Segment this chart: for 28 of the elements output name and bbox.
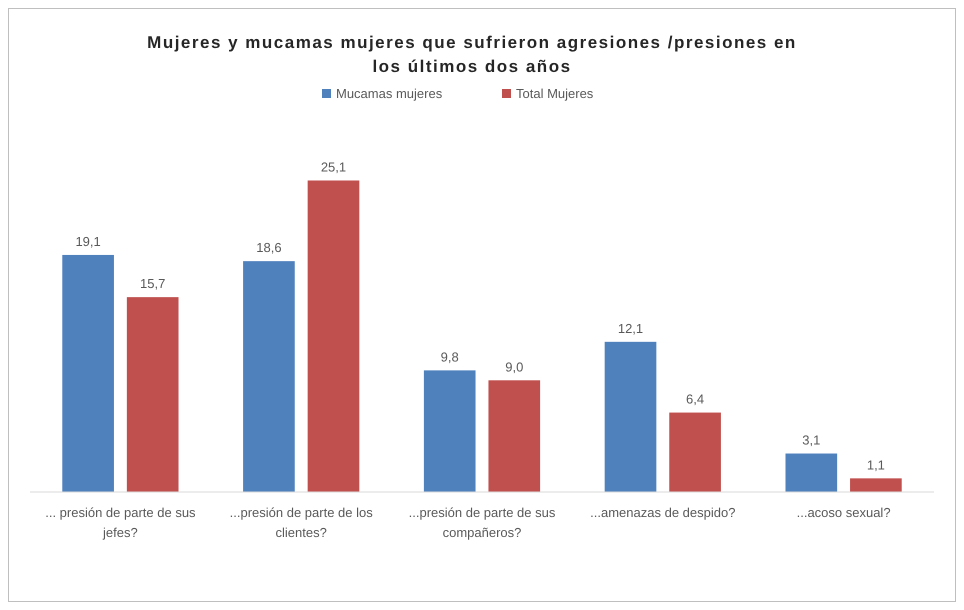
bar <box>62 254 114 492</box>
legend-label: Total Mujeres <box>516 86 594 101</box>
x-tick-label: ... presión de parte de sus jefes? <box>45 505 196 540</box>
bar <box>785 454 838 492</box>
x-tick-label: ...acoso sexual? <box>796 505 891 520</box>
chart-title: Mujeres y mucamas mujeres que sufrieron agresiones /presiones en los últimos dos años <box>147 33 797 76</box>
x-tick-label: ...amenazas de despido? <box>590 505 736 520</box>
bar <box>424 370 476 492</box>
bar <box>126 297 179 492</box>
data-label: 6,4 <box>686 392 704 407</box>
data-label: 1,1 <box>866 457 885 472</box>
data-label: 12,1 <box>618 320 644 336</box>
x-tick-label: ...presión de parte de sus compañeros? <box>408 505 556 540</box>
bar <box>243 261 295 492</box>
data-label: 25,1 <box>320 159 346 174</box>
data-label: 19,1 <box>75 234 101 249</box>
data-label: 18,6 <box>256 240 282 256</box>
bar <box>488 380 540 492</box>
data-label: 3,1 <box>802 432 820 448</box>
legend-label: Mucamas mujeres <box>336 86 443 101</box>
bar <box>669 412 721 492</box>
data-label: 9,0 <box>505 359 524 374</box>
data-label: 9,8 <box>440 349 459 364</box>
bar <box>604 342 656 492</box>
data-label: 15,7 <box>140 276 166 292</box>
bar <box>850 478 902 492</box>
x-tick-label: ...presión de parte de los clientes? <box>230 505 374 540</box>
bar <box>308 180 360 492</box>
